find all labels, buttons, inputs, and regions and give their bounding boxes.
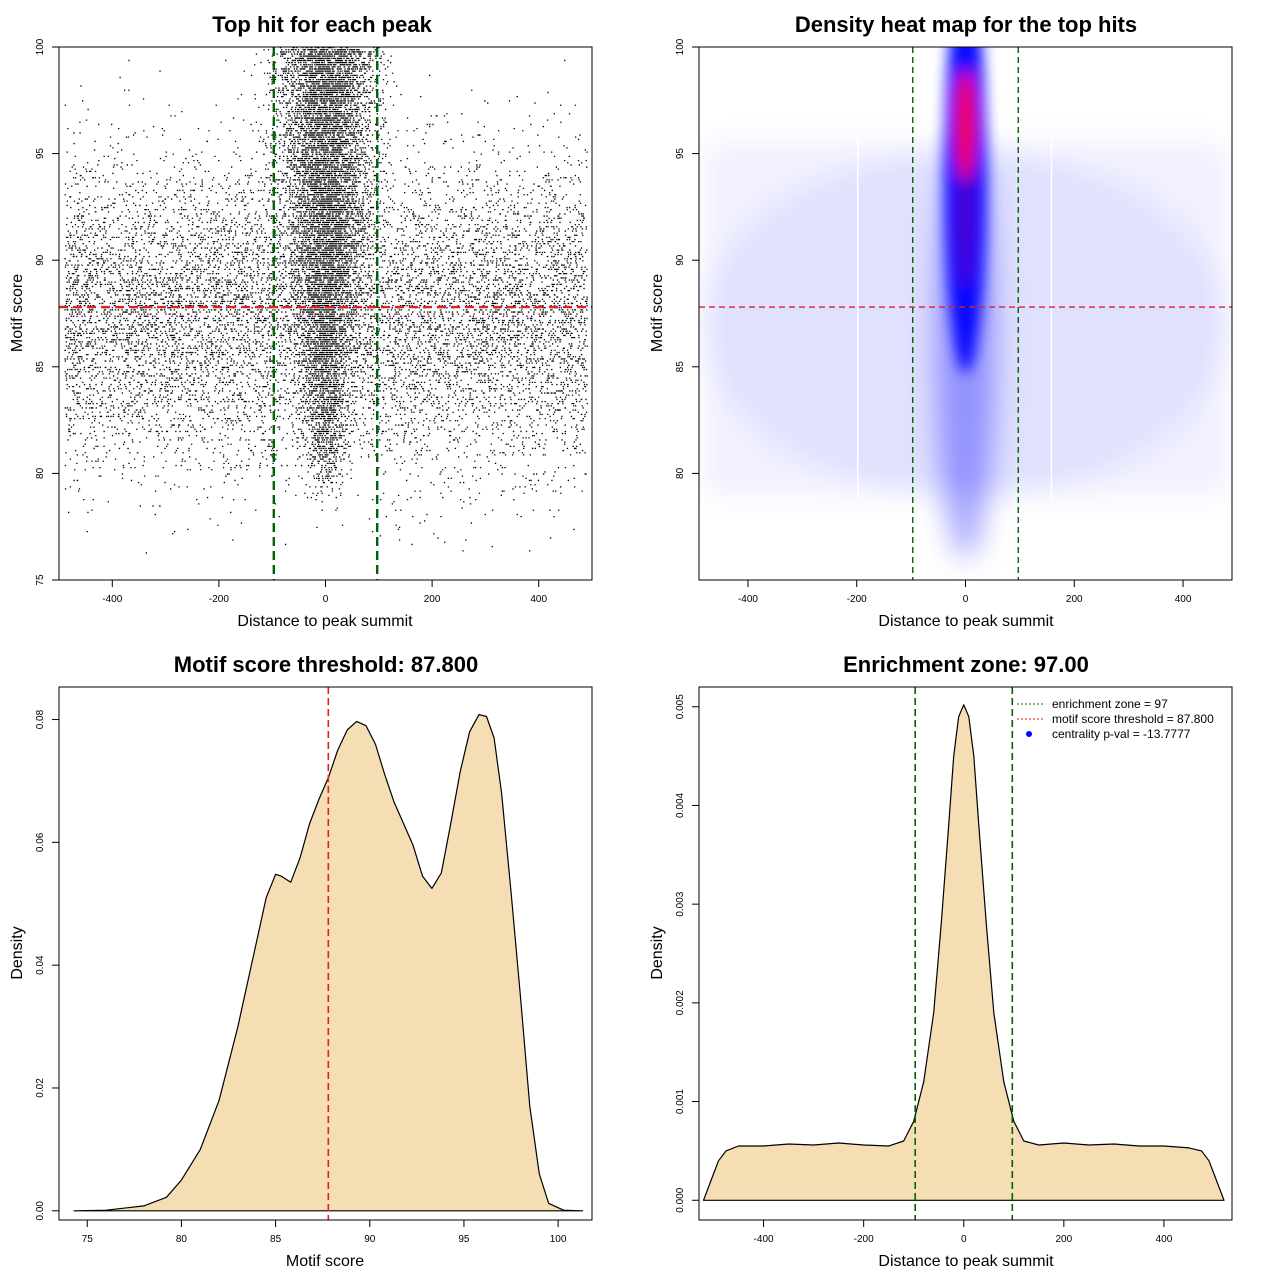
y-ticks: 75 80 85 90 95 100 [35, 38, 59, 586]
y-tick-label: 85 [35, 361, 46, 373]
reference-lines [699, 47, 1232, 580]
y-tick-label: 0.003 [675, 891, 686, 916]
chart-title: Top hit for each peak [212, 12, 432, 37]
y-tick-label: 100 [675, 38, 686, 55]
y-tick-label: 80 [675, 467, 686, 479]
y-axis-label: Motif score [9, 274, 26, 352]
x-axis-label: Distance to peak summit [237, 613, 413, 630]
y-axis-label: Motif score [649, 274, 666, 352]
y-tick-label: 0.06 [35, 832, 46, 852]
scatter-panel: Top hit for each peak -400 -200 0 200 400 75… [9, 12, 593, 630]
y-tick-label: 95 [35, 148, 46, 160]
density-area [702, 704, 1225, 1201]
legend-label-threshold: motif score threshold = 87.800 [1052, 712, 1214, 726]
x-ticks: -400 -200 0 200 400 [738, 580, 1192, 605]
y-tick-label: 0.04 [35, 955, 46, 975]
x-tick-label: 400 [1156, 1234, 1173, 1245]
y-tick-label: 0.005 [675, 694, 686, 719]
x-tick-label: -200 [847, 594, 867, 605]
reference-lines [59, 47, 592, 580]
scatter-points [64, 47, 588, 554]
y-tick-label: 100 [35, 38, 46, 55]
y-axis-label: Density [9, 926, 26, 979]
plot-frame [58, 686, 593, 1221]
y-tick-label: 0.02 [35, 1078, 46, 1098]
legend-dot-pval [1026, 731, 1032, 737]
density-curve [702, 704, 1225, 1201]
x-tick-label: 0 [961, 1234, 967, 1245]
x-tick-label: -400 [738, 594, 758, 605]
x-ticks: -400 -200 0 200 400 [754, 1220, 1173, 1245]
x-tick-label: 90 [364, 1234, 376, 1245]
x-tick-label: -200 [209, 594, 229, 605]
y-tick-label: 95 [675, 148, 686, 160]
y-tick-label: 0.08 [35, 709, 46, 729]
score-density-panel: Motif score threshold: 87.800 75 80 85 90 95… [9, 652, 593, 1270]
y-tick-label: 0.002 [675, 990, 686, 1015]
heatmap-hotspot [956, 70, 975, 182]
x-tick-label: 200 [424, 594, 441, 605]
x-tick-label: 200 [1055, 1234, 1072, 1245]
x-tick-label: 95 [458, 1234, 470, 1245]
y-tick-label: 0.001 [675, 1089, 686, 1114]
x-tick-label: 400 [1175, 594, 1192, 605]
x-ticks: 75 80 85 90 95 100 [82, 1220, 567, 1245]
x-tick-label: 200 [1066, 594, 1083, 605]
x-axis-label: Distance to peak summit [878, 613, 1054, 630]
x-tick-label: -400 [754, 1234, 774, 1245]
density-heatmap [699, 47, 1232, 580]
y-tick-label: 0.000 [675, 1187, 686, 1212]
y-ticks: 0.000 0.001 0.002 0.003 0.004 0.005 [675, 694, 699, 1213]
chart-title: Enrichment zone: 97.00 [843, 652, 1089, 677]
x-ticks: -400 -200 0 200 400 [102, 580, 547, 605]
x-tick-label: 85 [270, 1234, 282, 1245]
legend: enrichment zone = 97 motif score thresho… [1017, 697, 1214, 741]
x-tick-label: 100 [550, 1234, 567, 1245]
x-tick-label: 0 [323, 594, 329, 605]
plot-frame [698, 686, 1233, 1221]
reference-lines [914, 687, 1014, 1220]
y-axis-label: Density [649, 926, 666, 979]
legend-label-pval: centrality p-val = -13.7777 [1052, 727, 1191, 741]
x-tick-label: -400 [102, 594, 122, 605]
x-tick-label: 80 [176, 1234, 188, 1245]
x-tick-label: -200 [854, 1234, 874, 1245]
heatmap-mid-density [957, 138, 974, 288]
x-tick-label: 400 [530, 594, 547, 605]
x-axis-label: Motif score [286, 1253, 364, 1270]
heatmap-panel: Density heat map for the top hits -400 -2… [649, 12, 1233, 630]
y-tick-label: 80 [35, 467, 46, 479]
distance-density-panel: Enrichment zone: 97.00 -400 -200 0 200 400 0… [649, 652, 1233, 1270]
chart-title: Density heat map for the top hits [795, 12, 1137, 37]
x-tick-label: 0 [963, 594, 969, 605]
y-tick-label: 85 [675, 361, 686, 373]
legend-label-enrichment: enrichment zone = 97 [1052, 697, 1168, 711]
y-tick-label: 90 [675, 254, 686, 266]
y-tick-label: 0.00 [35, 1201, 46, 1221]
y-tick-label: 90 [35, 254, 46, 266]
heatmap-core [944, 47, 987, 374]
x-tick-label: 75 [82, 1234, 94, 1245]
x-axis-label: Distance to peak summit [878, 1253, 1054, 1270]
y-ticks: 0.00 0.02 0.04 0.06 0.08 [35, 709, 59, 1221]
chart-title: Motif score threshold: 87.800 [174, 652, 478, 677]
scatter-point [64, 47, 588, 554]
y-tick-label: 0.004 [675, 792, 686, 817]
y-ticks: 80 85 90 95 100 [675, 38, 699, 479]
y-tick-label: 75 [35, 574, 46, 586]
